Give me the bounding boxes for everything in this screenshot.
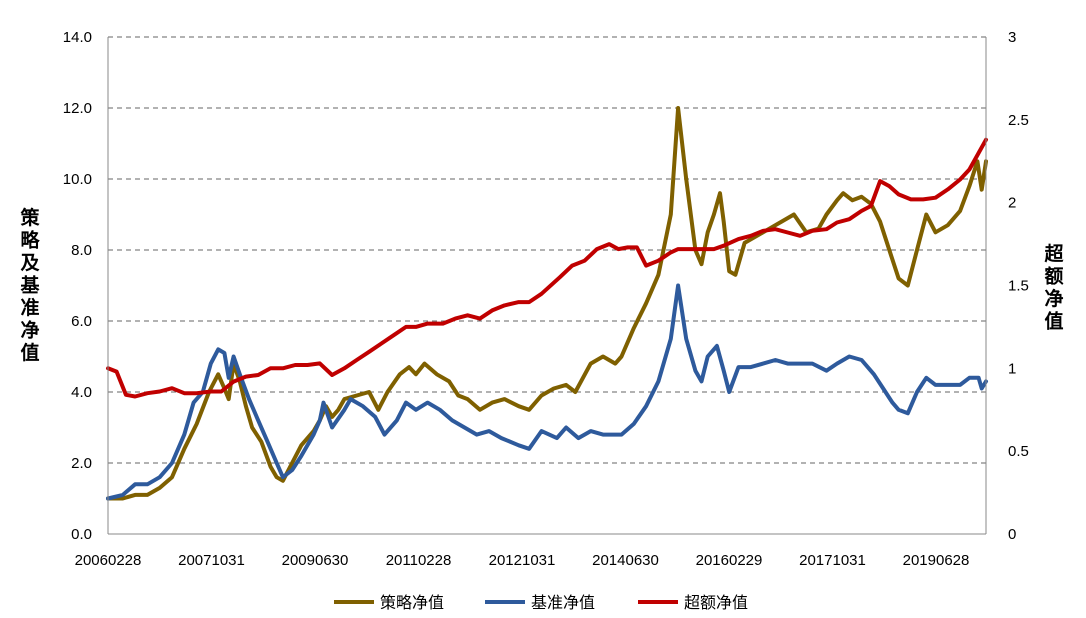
right-tick-label: 2 bbox=[1008, 195, 1016, 212]
gridlines bbox=[108, 36, 986, 464]
right-tick-label: 0 bbox=[1008, 526, 1016, 543]
y-axis-title-text: 策略及基准净值 bbox=[19, 206, 40, 364]
x-axis-ticks: 20060228 20071031 20090630 20110228 20121031… bbox=[75, 552, 970, 569]
left-tick-label: 6.0 bbox=[71, 313, 92, 330]
x-tick-label: 20060228 bbox=[75, 552, 142, 569]
series-line-2 bbox=[106, 283, 988, 501]
right-tick-label: 0.5 bbox=[1008, 443, 1029, 460]
left-tick-label: 0.0 bbox=[71, 526, 92, 543]
right-tick-label: 3 bbox=[1008, 29, 1016, 46]
legend: 策略净值 基准净值 超额净值 bbox=[334, 593, 748, 612]
right-tick-label: 2.5 bbox=[1008, 112, 1029, 129]
right-tick-label: 1.5 bbox=[1008, 278, 1029, 295]
x-tick-label: 20160229 bbox=[696, 552, 763, 569]
x-tick-label: 20171031 bbox=[799, 552, 866, 569]
x-tick-label: 20190628 bbox=[903, 552, 970, 569]
right-tick-label: 1 bbox=[1008, 360, 1016, 377]
x-tick-label: 20090630 bbox=[282, 552, 349, 569]
left-tick-label: 4.0 bbox=[71, 384, 92, 401]
series-line-3 bbox=[106, 137, 988, 399]
right-y-axis-title: 超额净值 bbox=[1043, 242, 1064, 333]
left-axis-ticks: 0.0 2.0 4.0 6.0 8.0 10.0 12.0 14.0 bbox=[63, 29, 92, 543]
left-tick-label: 8.0 bbox=[71, 242, 92, 259]
x-tick-label: 20071031 bbox=[178, 552, 245, 569]
left-tick-label: 10.0 bbox=[63, 171, 92, 188]
x-tick-label: 20110228 bbox=[386, 552, 452, 569]
left-y-axis-title: 策略及基准净值 bbox=[19, 206, 40, 364]
series-line-1 bbox=[106, 106, 988, 501]
left-tick-label: 2.0 bbox=[71, 455, 92, 472]
legend-label: 策略净值 bbox=[380, 593, 444, 612]
left-tick-label: 12.0 bbox=[63, 100, 92, 117]
x-tick-label: 20121031 bbox=[489, 552, 556, 569]
right-axis-ticks: 0 0.5 1 1.5 2 2.5 3 bbox=[1008, 29, 1029, 543]
left-tick-label: 14.0 bbox=[63, 29, 92, 46]
series-lines bbox=[106, 106, 988, 501]
x-tick-label: 20140630 bbox=[592, 552, 659, 569]
y-axis-title-text: 超额净值 bbox=[1043, 242, 1064, 333]
legend-label: 基准净值 bbox=[531, 593, 595, 612]
legend-label: 超额净值 bbox=[684, 593, 748, 612]
